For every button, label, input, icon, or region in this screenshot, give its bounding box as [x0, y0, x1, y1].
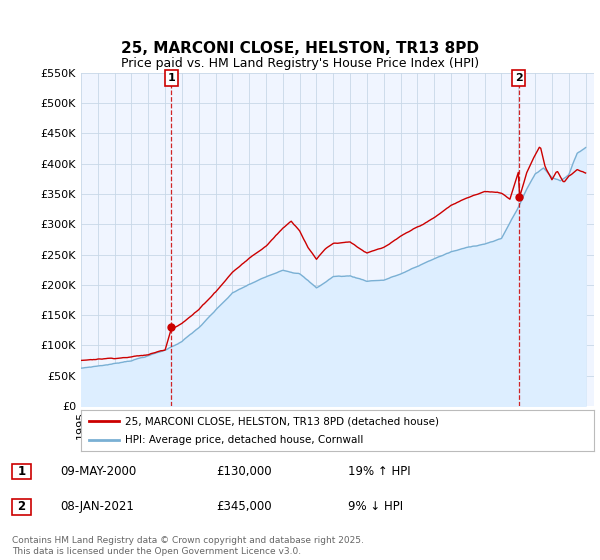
Text: £130,000: £130,000 [216, 465, 272, 478]
Text: 1: 1 [17, 465, 26, 478]
Text: 25, MARCONI CLOSE, HELSTON, TR13 8PD (detached house): 25, MARCONI CLOSE, HELSTON, TR13 8PD (de… [125, 417, 439, 426]
Text: Contains HM Land Registry data © Crown copyright and database right 2025.
This d: Contains HM Land Registry data © Crown c… [12, 536, 364, 556]
Text: Price paid vs. HM Land Registry's House Price Index (HPI): Price paid vs. HM Land Registry's House … [121, 57, 479, 70]
Text: 9% ↓ HPI: 9% ↓ HPI [348, 500, 403, 514]
Text: 19% ↑ HPI: 19% ↑ HPI [348, 465, 410, 478]
Text: 1: 1 [167, 73, 175, 83]
Text: 2: 2 [515, 73, 523, 83]
Text: £345,000: £345,000 [216, 500, 272, 514]
Text: 08-JAN-2021: 08-JAN-2021 [60, 500, 134, 514]
Text: 09-MAY-2000: 09-MAY-2000 [60, 465, 136, 478]
Text: 25, MARCONI CLOSE, HELSTON, TR13 8PD: 25, MARCONI CLOSE, HELSTON, TR13 8PD [121, 41, 479, 56]
Text: HPI: Average price, detached house, Cornwall: HPI: Average price, detached house, Corn… [125, 435, 363, 445]
Text: 2: 2 [17, 500, 26, 514]
